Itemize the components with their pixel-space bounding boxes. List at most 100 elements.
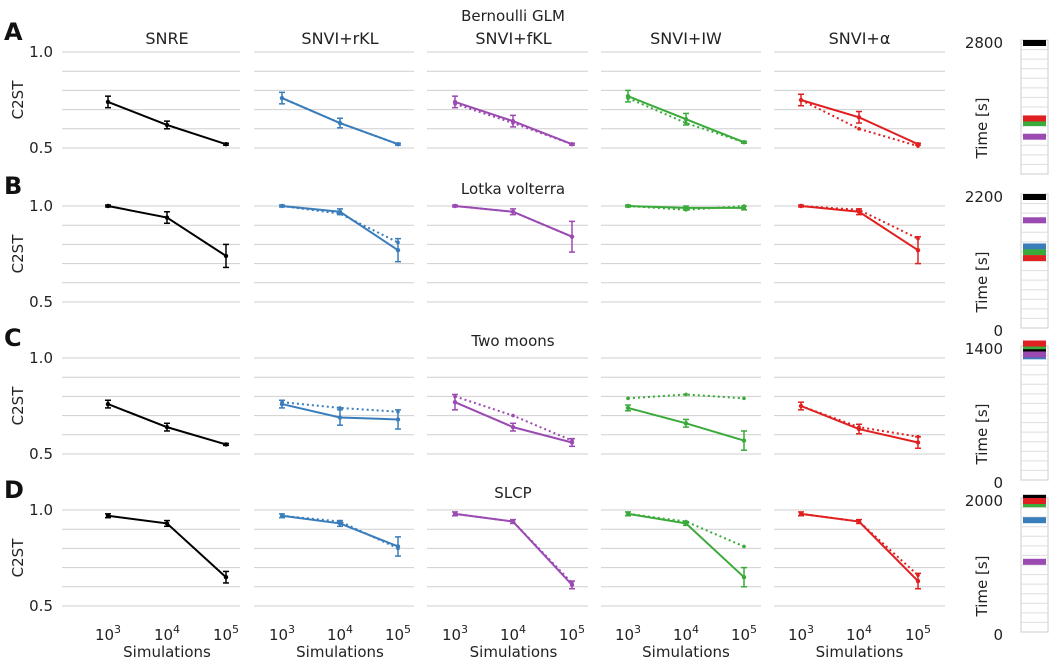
panel-letter-B: B	[4, 172, 22, 200]
data-point	[741, 205, 747, 211]
data-point	[164, 521, 170, 526]
series-line-dotted-SNVI+α	[800, 512, 919, 577]
data-point-dotted	[684, 392, 688, 397]
data-point	[337, 415, 343, 420]
data-point	[798, 511, 804, 517]
time-marker-SNVI+rKL	[1023, 243, 1046, 250]
x-tick-label: 104	[846, 623, 872, 644]
x-tick-label: 104	[673, 623, 699, 644]
time-tick-label: 0	[993, 626, 1003, 644]
data-point	[569, 141, 575, 147]
y-tick-label: 1.0	[29, 43, 53, 61]
time-marker-SNVI+α	[1023, 498, 1046, 504]
data-point	[915, 247, 921, 253]
time-marker-SNVI+fKL	[1023, 133, 1046, 140]
data-point	[164, 215, 170, 220]
data-point	[105, 203, 111, 209]
data-point	[683, 205, 689, 211]
time-axis-label: Time [s]	[973, 404, 991, 466]
data-point-dotted	[742, 544, 746, 549]
data-point	[798, 403, 804, 409]
method-title-3: SNVI+IW	[650, 29, 722, 48]
time-marker-SNVI+fKL	[1023, 217, 1046, 224]
data-point	[395, 544, 401, 549]
data-point	[683, 521, 689, 526]
time-marker-SNVI+α	[1023, 115, 1046, 122]
data-point	[856, 115, 862, 120]
data-point	[279, 401, 285, 407]
time-marker-SNRE	[1023, 194, 1046, 200]
data-point	[223, 253, 229, 259]
data-point	[395, 141, 401, 147]
data-point	[569, 234, 575, 239]
time-tick-label: 2800	[965, 34, 1003, 52]
data-point	[105, 401, 111, 407]
y-axis-label: C2ST	[9, 234, 27, 274]
data-point	[105, 99, 111, 105]
y-tick-label: 1.0	[29, 501, 53, 519]
data-point	[915, 141, 921, 147]
method-title-1: SNVI+rKL	[301, 29, 378, 48]
time-tick-label: 1400	[965, 340, 1003, 358]
time-tick-label: 2200	[965, 188, 1003, 206]
panel-letter-A: A	[4, 18, 23, 46]
data-point	[395, 247, 401, 253]
data-point	[164, 424, 170, 430]
time-tick-label: 2000	[965, 492, 1003, 510]
data-point-dotted	[511, 413, 515, 418]
data-point	[569, 440, 575, 445]
y-tick-label: 1.0	[29, 349, 53, 367]
data-point	[625, 511, 631, 517]
data-point	[569, 582, 575, 588]
x-tick-label: 105	[385, 623, 411, 644]
y-tick-label: 0.5	[29, 293, 53, 311]
time-axis-label: Time [s]	[973, 252, 991, 314]
data-point-dotted	[338, 406, 342, 410]
data-point	[625, 405, 631, 411]
time-tick-label: 0	[993, 474, 1003, 492]
data-point	[105, 513, 111, 518]
panel-letter-C: C	[4, 324, 22, 352]
data-point	[279, 203, 285, 209]
x-tick-label: 105	[905, 623, 931, 644]
data-point	[798, 203, 804, 209]
series-line-SNVI+fKL	[454, 401, 573, 444]
data-point	[279, 95, 285, 101]
data-point	[223, 141, 229, 147]
x-tick-label: 105	[559, 623, 585, 644]
data-point	[452, 511, 458, 517]
data-point	[452, 99, 458, 105]
data-point-dotted	[742, 396, 746, 401]
data-point	[510, 519, 516, 524]
data-point	[625, 203, 631, 209]
series-line-dotted-SNVI+rKL	[281, 205, 399, 244]
x-tick-label: 103	[442, 623, 468, 644]
time-marker-SNVI+fKL	[1023, 558, 1046, 565]
series-line-dotted-SNVI+IW	[627, 512, 745, 548]
panel-title-C: Two moons	[470, 332, 554, 350]
data-point-dotted	[626, 396, 630, 401]
panel-title-A: Bernoulli GLM	[461, 7, 565, 25]
data-point	[510, 118, 516, 124]
data-point	[683, 117, 689, 122]
time-marker-SNVI+IW	[1023, 501, 1046, 508]
data-point	[452, 203, 458, 209]
data-point	[223, 442, 229, 447]
time-axis-label: Time [s]	[973, 556, 991, 618]
data-point	[510, 424, 516, 430]
y-tick-label: 1.0	[29, 197, 53, 215]
y-axis-label: C2ST	[9, 80, 27, 120]
data-point	[164, 122, 170, 128]
y-tick-label: 0.5	[29, 597, 53, 615]
x-axis-label: Simulations	[296, 643, 384, 661]
time-marker-SNRE	[1023, 494, 1046, 501]
panel-letter-D: D	[4, 476, 24, 504]
data-point	[510, 209, 516, 214]
x-axis-label: Simulations	[123, 643, 211, 661]
data-point	[625, 93, 631, 99]
x-tick-label: 103	[788, 623, 814, 644]
time-marker-SNRE	[1023, 40, 1046, 46]
series-line-dotted-SNVI+α	[800, 205, 919, 240]
time-marker-SNVI+α	[1023, 255, 1046, 262]
